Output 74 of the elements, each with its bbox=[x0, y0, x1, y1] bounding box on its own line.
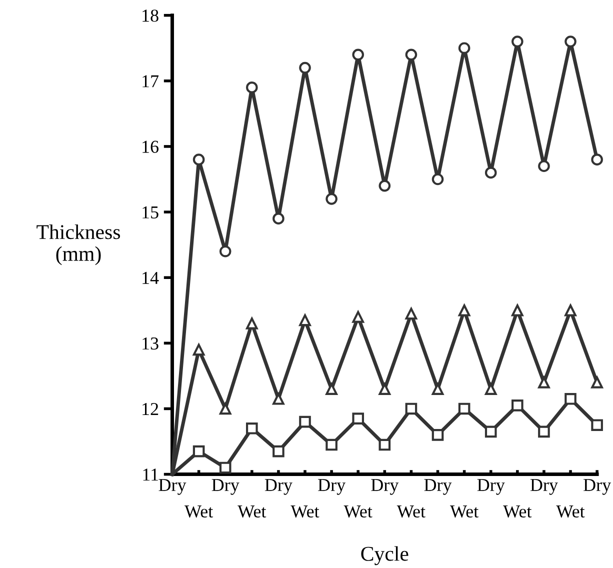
x-tick-label: Wet bbox=[396, 506, 426, 518]
x-tick-label: Wet bbox=[290, 506, 320, 518]
point bbox=[432, 429, 444, 441]
point bbox=[352, 311, 364, 323]
x-tick-label: Dry bbox=[158, 479, 186, 495]
point bbox=[564, 392, 576, 405]
point bbox=[405, 308, 418, 320]
point bbox=[326, 193, 338, 205]
point bbox=[458, 304, 470, 316]
point bbox=[299, 62, 311, 74]
point bbox=[246, 422, 258, 434]
point bbox=[378, 438, 391, 451]
x-tick-label: Wet bbox=[238, 506, 266, 518]
point bbox=[192, 344, 205, 356]
point bbox=[538, 426, 550, 438]
x-tick-label: Dry bbox=[424, 479, 452, 495]
point bbox=[591, 376, 603, 388]
point bbox=[378, 383, 391, 395]
point bbox=[591, 419, 603, 432]
point bbox=[512, 304, 524, 316]
y-tick-label: 14 bbox=[142, 272, 159, 284]
x-tick-label: Dry bbox=[212, 479, 240, 495]
x-tick-label: Wet bbox=[184, 506, 214, 518]
x-tick-label: Dry bbox=[371, 479, 399, 495]
x-axis-title: Cycle bbox=[361, 546, 408, 566]
x-tick-label: Wet bbox=[450, 506, 479, 518]
point bbox=[219, 462, 232, 474]
point bbox=[405, 48, 418, 61]
point bbox=[484, 166, 497, 179]
point bbox=[378, 180, 391, 192]
y-axis-title: Thickness (mm) bbox=[36, 224, 120, 266]
point bbox=[352, 48, 364, 61]
point bbox=[458, 42, 470, 54]
point bbox=[484, 426, 497, 438]
y-tick-label: 16 bbox=[142, 140, 159, 153]
x-tick-label: Dry bbox=[318, 479, 346, 495]
point bbox=[246, 318, 258, 330]
point bbox=[484, 383, 497, 395]
point bbox=[219, 245, 232, 258]
point bbox=[512, 400, 524, 412]
x-tick-label: Wet bbox=[503, 506, 532, 518]
point bbox=[538, 376, 550, 388]
y-tick-label: 18 bbox=[142, 10, 158, 22]
point bbox=[246, 82, 258, 94]
x-tick-label: Dry bbox=[530, 479, 558, 495]
y-tick-label: 13 bbox=[142, 337, 158, 350]
x-tick-label: Dry bbox=[264, 479, 292, 495]
point bbox=[272, 212, 284, 224]
point bbox=[219, 402, 232, 415]
point bbox=[512, 36, 524, 48]
point bbox=[192, 445, 205, 458]
point bbox=[564, 304, 576, 316]
point bbox=[564, 36, 576, 48]
x-tick-label: Dry bbox=[584, 479, 612, 495]
y-tick-label: 11 bbox=[143, 468, 158, 481]
y-tick-label: 17 bbox=[142, 75, 159, 88]
y-tick-label: 12 bbox=[142, 403, 158, 415]
x-tick-label: Dry bbox=[477, 479, 505, 495]
point bbox=[538, 160, 550, 172]
point bbox=[352, 412, 364, 424]
point bbox=[326, 438, 338, 451]
point bbox=[458, 402, 470, 415]
x-tick-label: Wet bbox=[556, 506, 585, 518]
point bbox=[192, 154, 205, 166]
point bbox=[432, 173, 444, 186]
point bbox=[272, 445, 284, 458]
y-tick-label: 15 bbox=[142, 206, 158, 218]
point bbox=[326, 383, 338, 395]
x-tick-label: Wet bbox=[344, 506, 372, 518]
point bbox=[272, 392, 284, 405]
point bbox=[405, 402, 418, 415]
point bbox=[299, 416, 311, 428]
point bbox=[299, 314, 311, 326]
point bbox=[591, 154, 603, 166]
